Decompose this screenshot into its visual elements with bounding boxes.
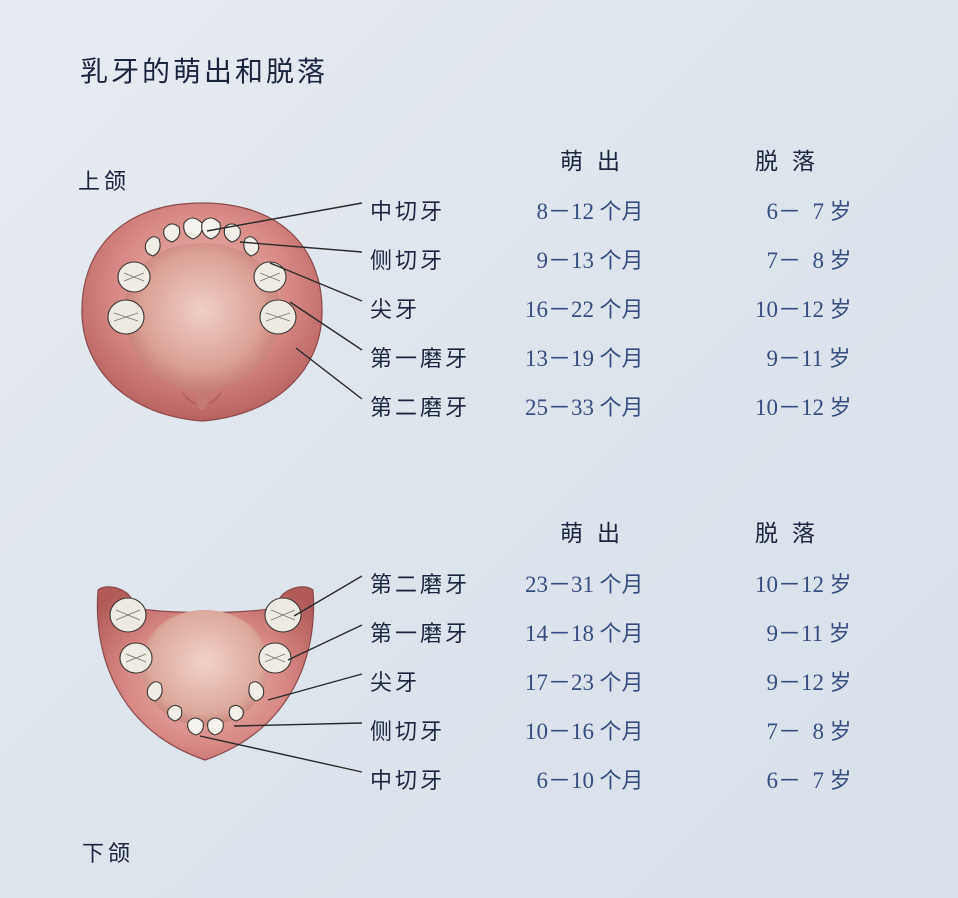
tooth-name: 第二磨牙: [370, 567, 525, 599]
shedding-value: 9－12 岁: [755, 663, 852, 697]
shedding-value: 9－11 岁: [755, 339, 851, 373]
upper-jaw-label: 上颌: [78, 164, 130, 196]
eruption-value: 25－33 个月: [525, 388, 755, 422]
shedding-value: 7－ 8 岁: [755, 241, 852, 275]
tooth-name: 中切牙: [370, 194, 525, 226]
shedding-value: 10－12 岁: [755, 388, 852, 422]
eruption-value: 14－18 个月: [525, 614, 755, 648]
col-header-eruption: 萌出: [560, 142, 755, 176]
tooth-name: 尖牙: [370, 292, 525, 324]
shedding-value: 6－ 7 岁: [755, 761, 852, 795]
lower_rows-row: 中切牙 6－10 个月 6－ 7 岁: [370, 761, 852, 810]
lower-jaw-label: 下颌: [82, 836, 134, 868]
tooth-name: 第一磨牙: [370, 341, 525, 373]
eruption-value: 9－13 个月: [525, 241, 755, 275]
shedding-value: 9－11 岁: [755, 614, 851, 648]
col-header-shedding: 脱落: [755, 142, 829, 176]
lower_rows-row: 侧切牙10－16 个月 7－ 8 岁: [370, 712, 852, 761]
lower-jaw-illustration: [78, 560, 333, 795]
eruption-value: 17－23 个月: [525, 663, 755, 697]
upper-column-headers: 萌出 脱落: [560, 142, 829, 176]
tooth-name: 尖牙: [370, 665, 525, 697]
eruption-value: 8－12 个月: [525, 192, 755, 226]
tooth-name: 中切牙: [370, 763, 525, 795]
upper-jaw-illustration: [72, 195, 332, 430]
upper_rows-row: 侧切牙 9－13 个月 7－ 8 岁: [370, 241, 852, 290]
tooth-name: 第一磨牙: [370, 616, 525, 648]
col-header-shedding: 脱落: [755, 514, 829, 548]
tooth-name: 侧切牙: [370, 714, 525, 746]
shedding-value: 6－ 7 岁: [755, 192, 852, 226]
lower_rows-row: 第二磨牙23－31 个月10－12 岁: [370, 565, 852, 614]
eruption-value: 6－10 个月: [525, 761, 755, 795]
shedding-value: 10－12 岁: [755, 565, 852, 599]
shedding-value: 10－12 岁: [755, 290, 852, 324]
lower-data-table: 第二磨牙23－31 个月10－12 岁第一磨牙14－18 个月 9－11 岁尖牙…: [370, 565, 852, 810]
lower_rows-row: 尖牙17－23 个月 9－12 岁: [370, 663, 852, 712]
lower-column-headers: 萌出 脱落: [560, 514, 829, 548]
shedding-value: 7－ 8 岁: [755, 712, 852, 746]
lower_rows-row: 第一磨牙14－18 个月 9－11 岁: [370, 614, 852, 663]
page-title: 乳牙的萌出和脱落: [80, 50, 898, 90]
tooth-name: 第二磨牙: [370, 390, 525, 422]
eruption-value: 16－22 个月: [525, 290, 755, 324]
eruption-value: 23－31 个月: [525, 565, 755, 599]
tooth-name: 侧切牙: [370, 243, 525, 275]
upper-data-table: 中切牙 8－12 个月 6－ 7 岁侧切牙 9－13 个月 7－ 8 岁尖牙16…: [370, 192, 852, 437]
upper_rows-row: 第二磨牙25－33 个月10－12 岁: [370, 388, 852, 437]
eruption-value: 10－16 个月: [525, 712, 755, 746]
col-header-eruption: 萌出: [560, 514, 755, 548]
upper_rows-row: 第一磨牙13－19 个月 9－11 岁: [370, 339, 852, 388]
upper_rows-row: 中切牙 8－12 个月 6－ 7 岁: [370, 192, 852, 241]
upper_rows-row: 尖牙16－22 个月10－12 岁: [370, 290, 852, 339]
eruption-value: 13－19 个月: [525, 339, 755, 373]
